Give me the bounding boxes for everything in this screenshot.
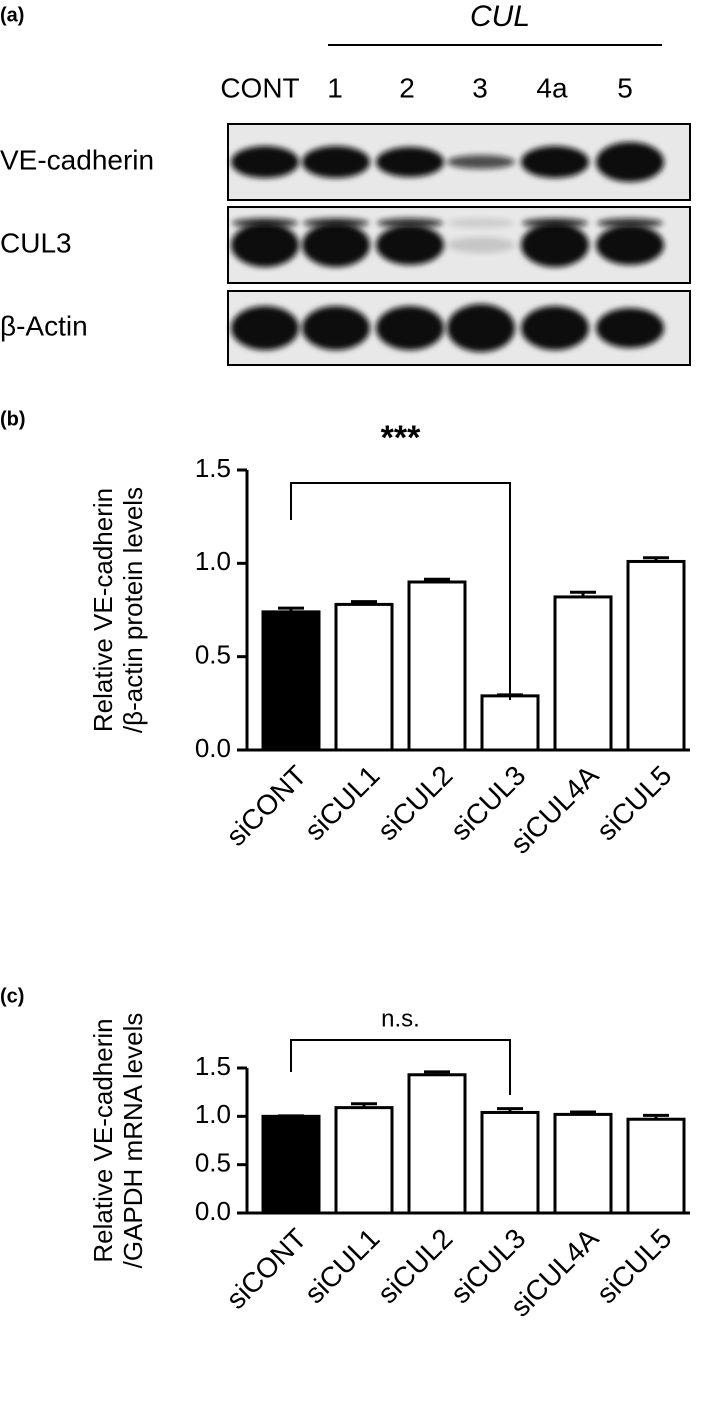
lane-label: 2 bbox=[399, 72, 415, 103]
x-tick-label: siCUL5 bbox=[591, 1223, 678, 1310]
y-tick-label: 1.0 bbox=[195, 1099, 231, 1129]
significance-label: n.s. bbox=[381, 1005, 420, 1032]
lane-label: 1 bbox=[327, 72, 343, 103]
bar bbox=[261, 1114, 321, 1215]
bar bbox=[407, 580, 467, 752]
row-label: VE-cadherin bbox=[0, 144, 154, 175]
y-tick-label: 1.5 bbox=[195, 1051, 231, 1081]
bar bbox=[261, 610, 321, 752]
x-tick-label: siCUL2 bbox=[372, 760, 459, 847]
blot-band bbox=[376, 306, 444, 350]
blot-band bbox=[302, 223, 370, 267]
row-label: β-Actin bbox=[0, 310, 88, 341]
blot-band bbox=[521, 146, 589, 178]
panel-label: (a) bbox=[0, 4, 24, 26]
y-tick-label: 0.0 bbox=[195, 1196, 231, 1226]
blot-band bbox=[303, 218, 369, 228]
row-label: CUL3 bbox=[0, 227, 72, 258]
bar bbox=[334, 1106, 394, 1215]
blot-band bbox=[231, 223, 299, 267]
bar bbox=[407, 1073, 467, 1215]
x-tick-label: siCUL1 bbox=[299, 1223, 386, 1310]
bar bbox=[553, 595, 613, 752]
x-tick-label: siCUL2 bbox=[372, 1223, 459, 1310]
blot-band bbox=[231, 306, 299, 350]
x-tick-label: siCUL1 bbox=[299, 760, 386, 847]
blot-band bbox=[522, 218, 588, 228]
x-tick-label: siCONT bbox=[220, 1223, 312, 1315]
y-tick-label: 0.5 bbox=[195, 640, 231, 670]
blot-band bbox=[302, 306, 370, 350]
significance-label: *** bbox=[381, 419, 421, 457]
panel-label: (c) bbox=[0, 985, 24, 1007]
blot-band bbox=[231, 146, 299, 178]
y-tick-label: 1.0 bbox=[195, 546, 231, 576]
bar bbox=[626, 559, 686, 752]
x-tick-label: siCUL5 bbox=[591, 760, 678, 847]
y-tick-label: 1.5 bbox=[195, 453, 231, 483]
panel-label: (b) bbox=[0, 408, 26, 430]
lane-label: 5 bbox=[617, 72, 633, 103]
blot-band bbox=[447, 304, 515, 352]
bar bbox=[480, 1110, 540, 1215]
blot-band bbox=[376, 147, 444, 177]
blot-band bbox=[596, 142, 664, 182]
blot-band bbox=[447, 237, 515, 253]
blot-band bbox=[596, 308, 664, 348]
group-label: CUL bbox=[470, 0, 530, 33]
blot-band bbox=[376, 225, 444, 265]
y-axis-label: Relative VE-cadherin bbox=[88, 488, 118, 732]
bar bbox=[480, 694, 540, 752]
bar bbox=[553, 1112, 613, 1215]
bar bbox=[334, 602, 394, 752]
y-axis-label: /GAPDH mRNA levels bbox=[118, 1013, 148, 1269]
lane-label: 3 bbox=[472, 72, 488, 103]
x-tick-label: siCONT bbox=[220, 760, 312, 852]
lane-label: CONT bbox=[220, 72, 299, 103]
y-axis-label: /β-actin protein levels bbox=[118, 487, 148, 733]
blot-band bbox=[377, 218, 443, 228]
blot-band bbox=[596, 225, 664, 265]
y-tick-label: 0.5 bbox=[195, 1148, 231, 1178]
blot-band bbox=[521, 223, 589, 267]
blot-band bbox=[521, 306, 589, 350]
blot-band bbox=[597, 218, 663, 228]
significance-bracket bbox=[290, 1039, 511, 1095]
bar bbox=[626, 1117, 686, 1215]
y-axis-label: Relative VE-cadherin bbox=[88, 1018, 118, 1262]
y-tick-label: 0.0 bbox=[195, 733, 231, 763]
significance-bracket bbox=[290, 482, 511, 700]
blot-band bbox=[448, 218, 514, 228]
blot-band bbox=[447, 155, 515, 169]
blot-band bbox=[232, 218, 298, 228]
lane-label: 4a bbox=[536, 72, 568, 103]
blot-band bbox=[302, 146, 370, 178]
